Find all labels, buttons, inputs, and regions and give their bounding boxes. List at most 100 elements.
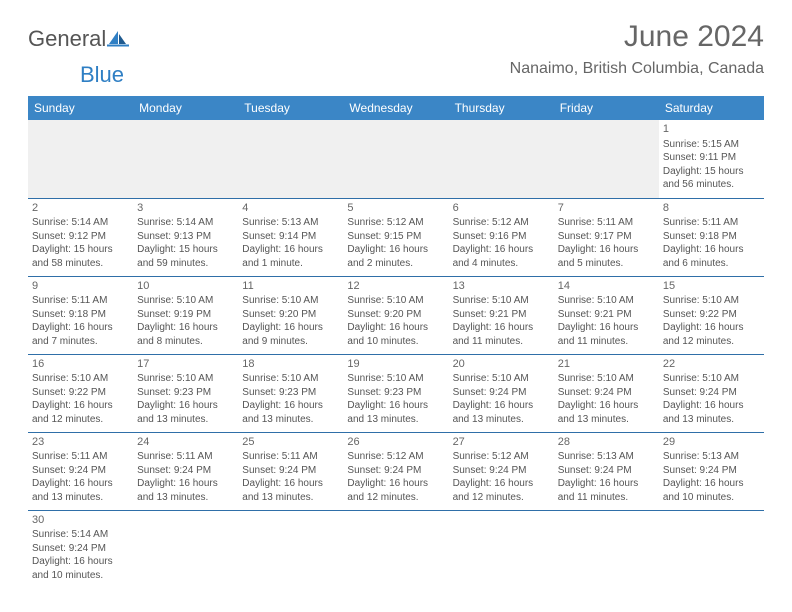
day-number: 18	[242, 357, 339, 372]
day-info-line: Sunrise: 5:10 AM	[663, 294, 760, 308]
calendar-day-cell: 30Sunrise: 5:14 AMSunset: 9:24 PMDayligh…	[28, 510, 133, 588]
day-info-line: and 10 minutes.	[347, 335, 444, 349]
day-info-line: and 13 minutes.	[242, 491, 339, 505]
day-info-line: and 10 minutes.	[32, 569, 129, 583]
logo-text-blue: Blue	[80, 62, 124, 88]
calendar-day-cell	[238, 510, 343, 588]
day-info-line: Sunset: 9:24 PM	[32, 464, 129, 478]
calendar-day-cell: 2Sunrise: 5:14 AMSunset: 9:12 PMDaylight…	[28, 198, 133, 276]
day-info-line: Sunset: 9:11 PM	[663, 151, 760, 165]
day-info-line: Sunset: 9:21 PM	[453, 308, 550, 322]
calendar-day-cell: 19Sunrise: 5:10 AMSunset: 9:23 PMDayligh…	[343, 354, 448, 432]
day-info-line: Daylight: 16 hours	[347, 477, 444, 491]
day-info-line: Sunset: 9:24 PM	[242, 464, 339, 478]
day-info-line: and 56 minutes.	[663, 178, 760, 192]
day-info-line: and 13 minutes.	[453, 413, 550, 427]
calendar-day-cell	[28, 120, 133, 198]
day-info-line: Sunset: 9:24 PM	[453, 464, 550, 478]
day-number: 10	[137, 279, 234, 294]
calendar-day-cell: 12Sunrise: 5:10 AMSunset: 9:20 PMDayligh…	[343, 276, 448, 354]
title-block: June 2024 Nanaimo, British Columbia, Can…	[510, 20, 764, 78]
day-info-line: Sunset: 9:16 PM	[453, 230, 550, 244]
calendar-week-row: 16Sunrise: 5:10 AMSunset: 9:22 PMDayligh…	[28, 354, 764, 432]
day-number: 6	[453, 201, 550, 216]
day-number: 7	[558, 201, 655, 216]
day-info-line: and 58 minutes.	[32, 257, 129, 271]
day-number: 3	[137, 201, 234, 216]
day-info-line: Daylight: 16 hours	[347, 321, 444, 335]
day-info-line: Daylight: 16 hours	[32, 555, 129, 569]
day-info-line: Daylight: 16 hours	[347, 399, 444, 413]
day-info-line: and 13 minutes.	[242, 413, 339, 427]
calendar-day-cell	[133, 510, 238, 588]
calendar-day-cell	[554, 120, 659, 198]
weekday-header: Saturday	[659, 96, 764, 120]
day-info-line: Sunrise: 5:10 AM	[32, 372, 129, 386]
day-info-line: Sunset: 9:12 PM	[32, 230, 129, 244]
day-info-line: Sunset: 9:20 PM	[242, 308, 339, 322]
day-info-line: and 12 minutes.	[663, 335, 760, 349]
calendar-day-cell: 9Sunrise: 5:11 AMSunset: 9:18 PMDaylight…	[28, 276, 133, 354]
day-info-line: and 1 minute.	[242, 257, 339, 271]
calendar-day-cell: 7Sunrise: 5:11 AMSunset: 9:17 PMDaylight…	[554, 198, 659, 276]
day-info-line: and 8 minutes.	[137, 335, 234, 349]
day-info-line: Sunrise: 5:11 AM	[137, 450, 234, 464]
day-info-line: and 11 minutes.	[453, 335, 550, 349]
day-info-line: Daylight: 16 hours	[32, 321, 129, 335]
calendar-day-cell: 6Sunrise: 5:12 AMSunset: 9:16 PMDaylight…	[449, 198, 554, 276]
day-info-line: Sunrise: 5:11 AM	[242, 450, 339, 464]
day-info-line: Sunset: 9:22 PM	[32, 386, 129, 400]
calendar-day-cell	[659, 510, 764, 588]
calendar-day-cell: 29Sunrise: 5:13 AMSunset: 9:24 PMDayligh…	[659, 432, 764, 510]
day-info-line: Sunset: 9:24 PM	[663, 386, 760, 400]
day-info-line: Sunset: 9:19 PM	[137, 308, 234, 322]
calendar-day-cell	[133, 120, 238, 198]
weekday-header: Wednesday	[343, 96, 448, 120]
day-info-line: Sunrise: 5:10 AM	[453, 372, 550, 386]
calendar-day-cell: 24Sunrise: 5:11 AMSunset: 9:24 PMDayligh…	[133, 432, 238, 510]
calendar-day-cell: 14Sunrise: 5:10 AMSunset: 9:21 PMDayligh…	[554, 276, 659, 354]
day-info-line: Daylight: 16 hours	[558, 399, 655, 413]
day-info-line: Sunset: 9:23 PM	[137, 386, 234, 400]
day-info-line: Daylight: 16 hours	[453, 321, 550, 335]
day-info-line: Sunrise: 5:14 AM	[137, 216, 234, 230]
calendar-body: 1Sunrise: 5:15 AMSunset: 9:11 PMDaylight…	[28, 120, 764, 588]
day-info-line: and 13 minutes.	[137, 413, 234, 427]
weekday-header: Friday	[554, 96, 659, 120]
day-info-line: and 12 minutes.	[347, 491, 444, 505]
calendar-day-cell: 27Sunrise: 5:12 AMSunset: 9:24 PMDayligh…	[449, 432, 554, 510]
day-info-line: Sunset: 9:24 PM	[558, 386, 655, 400]
calendar-day-cell: 25Sunrise: 5:11 AMSunset: 9:24 PMDayligh…	[238, 432, 343, 510]
calendar-day-cell: 28Sunrise: 5:13 AMSunset: 9:24 PMDayligh…	[554, 432, 659, 510]
day-info-line: Sunrise: 5:14 AM	[32, 528, 129, 542]
day-number: 30	[32, 513, 129, 528]
day-info-line: Sunset: 9:18 PM	[32, 308, 129, 322]
calendar-table: SundayMondayTuesdayWednesdayThursdayFrid…	[28, 96, 764, 588]
day-number: 4	[242, 201, 339, 216]
day-info-line: Sunrise: 5:10 AM	[558, 294, 655, 308]
day-info-line: and 11 minutes.	[558, 491, 655, 505]
day-info-line: Sunset: 9:14 PM	[242, 230, 339, 244]
day-info-line: Daylight: 16 hours	[558, 477, 655, 491]
day-number: 19	[347, 357, 444, 372]
calendar-day-cell: 26Sunrise: 5:12 AMSunset: 9:24 PMDayligh…	[343, 432, 448, 510]
day-info-line: Sunset: 9:18 PM	[663, 230, 760, 244]
day-number: 13	[453, 279, 550, 294]
day-info-line: Sunset: 9:24 PM	[347, 464, 444, 478]
day-info-line: and 12 minutes.	[453, 491, 550, 505]
logo-text-general: General	[28, 26, 106, 52]
calendar-day-cell: 3Sunrise: 5:14 AMSunset: 9:13 PMDaylight…	[133, 198, 238, 276]
day-info-line: and 6 minutes.	[663, 257, 760, 271]
day-number: 26	[347, 435, 444, 450]
day-info-line: Sunrise: 5:12 AM	[347, 216, 444, 230]
day-info-line: Daylight: 16 hours	[242, 399, 339, 413]
day-info-line: Daylight: 16 hours	[453, 477, 550, 491]
day-info-line: and 9 minutes.	[242, 335, 339, 349]
day-info-line: and 12 minutes.	[32, 413, 129, 427]
day-info-line: Sunset: 9:24 PM	[32, 542, 129, 556]
day-info-line: Daylight: 16 hours	[137, 321, 234, 335]
day-info-line: Sunrise: 5:10 AM	[347, 294, 444, 308]
day-number: 12	[347, 279, 444, 294]
day-info-line: Sunrise: 5:10 AM	[558, 372, 655, 386]
weekday-header: Monday	[133, 96, 238, 120]
